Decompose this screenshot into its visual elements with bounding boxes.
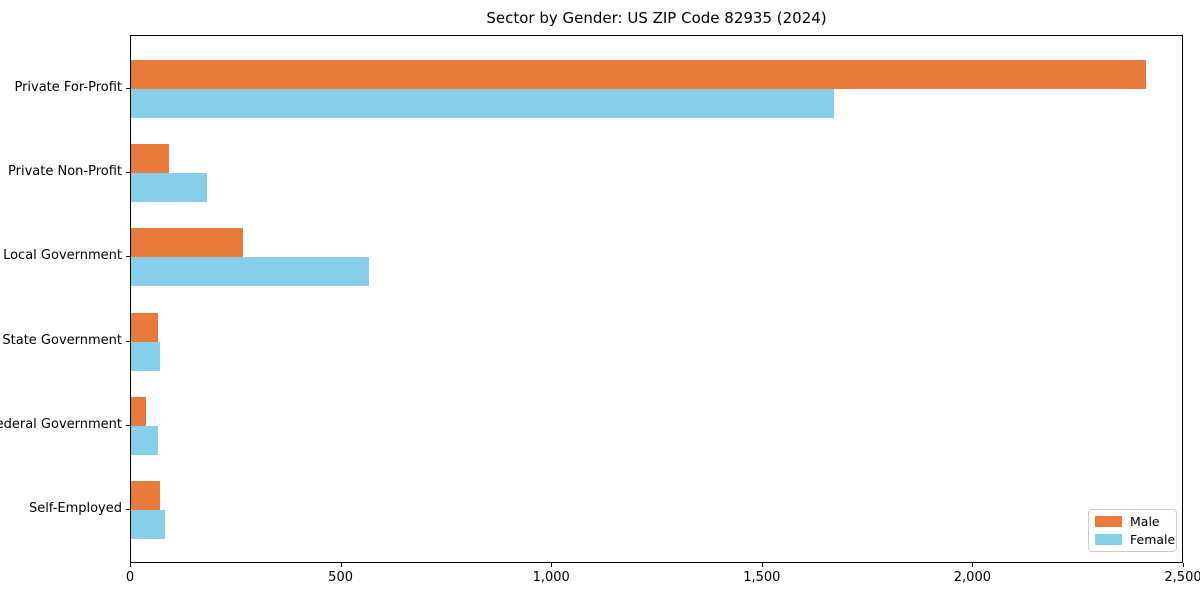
x-tick-label: 2,500	[1164, 570, 1200, 585]
y-tick-label: Federal Government	[0, 416, 122, 432]
bar-female	[131, 510, 165, 539]
y-tick-mark	[126, 172, 130, 174]
legend-swatch-female	[1095, 534, 1122, 545]
bar-male	[131, 312, 159, 342]
x-tick-label: 500	[328, 570, 353, 585]
x-tick-mark	[340, 563, 342, 567]
x-tick-mark	[972, 563, 974, 567]
y-tick-label: State Government	[2, 332, 122, 348]
chart-title: Sector by Gender: US ZIP Code 82935 (202…	[486, 9, 827, 27]
legend-item-female: Female	[1095, 532, 1175, 547]
legend-label-male: Male	[1130, 513, 1160, 529]
bar-female	[131, 89, 835, 118]
y-tick-mark	[126, 424, 130, 426]
x-tick-label: 1,500	[743, 570, 781, 585]
bar-female	[131, 425, 159, 455]
legend-swatch-male	[1095, 516, 1122, 527]
x-tick-mark	[1183, 563, 1184, 567]
x-tick-label: 2,000	[953, 570, 991, 585]
x-tick-label: 1,000	[532, 570, 570, 585]
x-tick-mark	[551, 563, 553, 567]
x-tick-mark	[130, 563, 131, 567]
y-tick-label: Private Non-Profit	[8, 164, 122, 180]
bar-male	[131, 228, 243, 258]
y-tick-label: Private For-Profit	[14, 80, 122, 95]
legend: Male Female	[1088, 509, 1177, 552]
bar-female	[131, 341, 161, 371]
y-tick-label: Local Government	[3, 248, 122, 264]
plot-area	[130, 35, 1183, 563]
y-tick-mark	[126, 88, 130, 89]
bar-male	[131, 60, 1147, 89]
y-tick-mark	[126, 509, 130, 510]
bar-male	[131, 396, 146, 426]
bar-male	[131, 481, 161, 510]
x-tick-label: 0	[125, 570, 135, 585]
y-tick-mark	[126, 340, 130, 342]
bar-female	[131, 173, 207, 203]
bar-female	[131, 257, 369, 287]
x-tick-mark	[761, 563, 763, 567]
y-tick-label: Self-Employed	[28, 501, 122, 516]
bar-male	[131, 144, 169, 174]
legend-item-male: Male	[1095, 513, 1170, 529]
y-tick-mark	[126, 256, 130, 258]
legend-label-female: Female	[1130, 531, 1176, 547]
